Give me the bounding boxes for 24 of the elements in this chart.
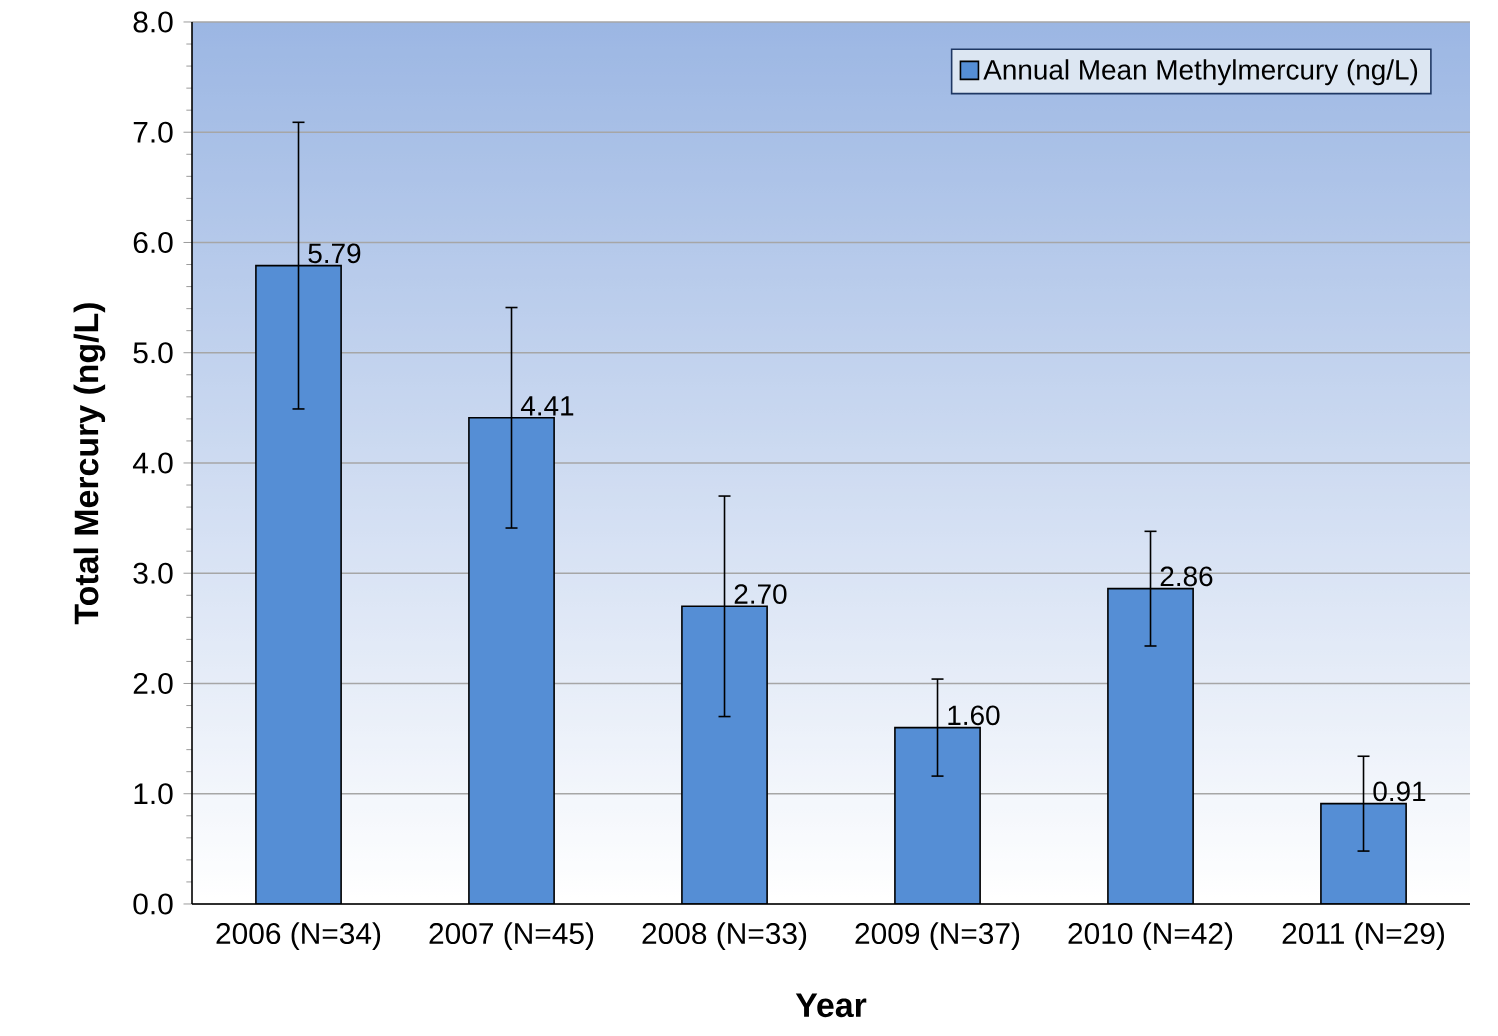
y-tick-label: 0.0 <box>133 893 173 915</box>
y-tick-label: 7.0 <box>133 121 173 143</box>
y-tick-label: 2.0 <box>133 672 173 695</box>
y-tick-label: 8.0 <box>133 11 173 33</box>
y-axis-title: Total Mercury (ng/L) <box>73 303 106 625</box>
data-label: 2.70 <box>734 584 787 604</box>
data-label: 2.86 <box>1160 566 1213 587</box>
data-label: 4.41 <box>520 396 574 416</box>
y-tick-label: 6.0 <box>133 231 173 254</box>
legend-label: Annual Mean Methylmercury (ng/L) <box>983 59 1418 86</box>
x-tick-label: 2009 (N=37) <box>855 922 1020 951</box>
x-tick-label: 2006 (N=34) <box>216 922 381 951</box>
y-tick-label: 5.0 <box>133 342 173 364</box>
y-tick-label: 3.0 <box>133 562 173 584</box>
x-tick-label: 2011 (N=29) <box>1282 922 1444 951</box>
data-label: 5.79 <box>308 243 361 264</box>
data-label: 0.91 <box>1373 781 1426 802</box>
y-tick-label: 1.0 <box>134 783 173 805</box>
x-tick-label: 2008 (N=33) <box>642 922 807 951</box>
x-tick-label: 2010 (N=42) <box>1068 922 1233 951</box>
x-axis-title: Year <box>795 993 867 1018</box>
y-tick-label: 4.0 <box>132 452 173 474</box>
data-label: 1.60 <box>948 705 1000 726</box>
x-tick-label: 2007 (N=45) <box>429 922 594 951</box>
